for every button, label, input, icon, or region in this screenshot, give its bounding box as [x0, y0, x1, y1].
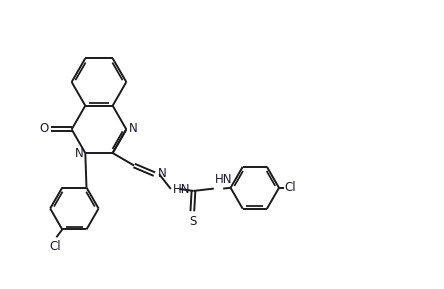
Text: N: N	[75, 147, 83, 160]
Text: S: S	[189, 215, 196, 228]
Text: HN: HN	[172, 183, 190, 196]
Text: HN: HN	[215, 173, 233, 186]
Text: Cl: Cl	[285, 181, 296, 194]
Text: N: N	[129, 122, 138, 135]
Text: O: O	[40, 123, 48, 136]
Text: Cl: Cl	[49, 240, 61, 253]
Text: N: N	[158, 167, 166, 180]
